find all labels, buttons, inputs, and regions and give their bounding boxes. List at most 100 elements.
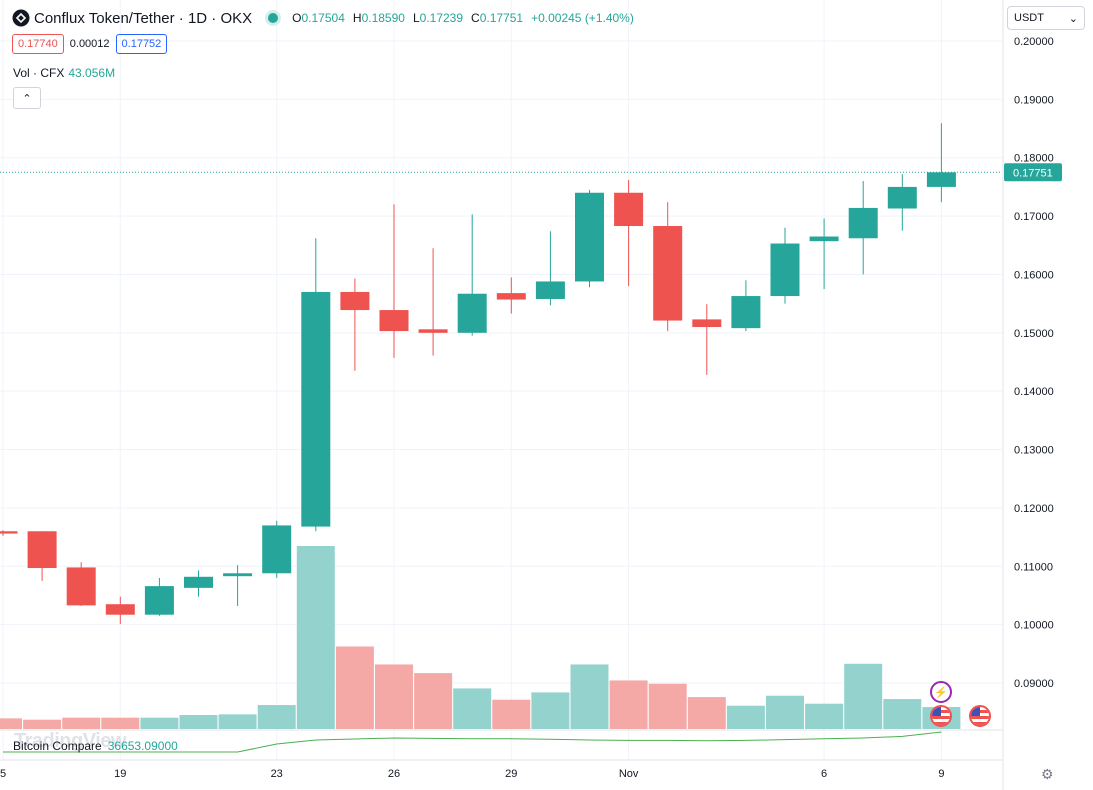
volume-bar bbox=[218, 714, 257, 729]
trade-row: 0.17740 0.00012 0.17752 bbox=[12, 34, 168, 54]
chart-header: Conflux Token/Tether · 1D · OKX O0.17504… bbox=[12, 8, 634, 28]
symbol-title[interactable]: Conflux Token/Tether · 1D · OKX bbox=[34, 9, 253, 27]
volume-bar bbox=[179, 715, 218, 729]
us-flag-event-icon[interactable] bbox=[930, 705, 952, 727]
x-tick-label: 26 bbox=[388, 768, 400, 780]
y-tick-label: 0.18000 bbox=[1014, 153, 1054, 165]
x-tick-label: 6 bbox=[821, 768, 827, 780]
currency-selected: USDT bbox=[1014, 12, 1044, 24]
volume-bar bbox=[101, 717, 140, 729]
close-value: 0.17751 bbox=[479, 11, 524, 25]
low-value: 0.17239 bbox=[419, 11, 464, 25]
volume-bar bbox=[726, 705, 765, 729]
volume-bar bbox=[296, 546, 335, 729]
candle-body bbox=[653, 226, 683, 321]
volume-bar bbox=[375, 664, 413, 729]
y-tick-label: 0.13000 bbox=[1014, 445, 1054, 457]
y-tick-label: 0.09000 bbox=[1014, 678, 1054, 690]
candle-body bbox=[379, 310, 409, 332]
volume-bar bbox=[414, 673, 453, 729]
collapse-legend-button[interactable]: ⌃ bbox=[13, 87, 41, 109]
volume-bar bbox=[492, 699, 531, 729]
volume-value: 43.056M bbox=[68, 66, 116, 80]
candle-body bbox=[496, 293, 526, 300]
y-tick-label: 0.12000 bbox=[1014, 503, 1054, 515]
candle-body bbox=[0, 531, 18, 534]
y-tick-label: 0.14000 bbox=[1014, 386, 1054, 398]
currency-select[interactable]: USDT ⌄ bbox=[1007, 6, 1085, 30]
y-tick-label: 0.15000 bbox=[1014, 328, 1054, 340]
volume-bar bbox=[23, 719, 62, 729]
settings-gear-icon[interactable]: ⚙ bbox=[1041, 766, 1054, 782]
spread-value: 0.00012 bbox=[69, 38, 110, 50]
lightning-event-icon[interactable]: ⚡ bbox=[930, 681, 952, 703]
x-tick-label: Nov bbox=[619, 768, 639, 780]
candle-body bbox=[457, 293, 487, 333]
compare-label: Bitcoin Compare bbox=[13, 739, 102, 753]
volume-bar bbox=[687, 697, 726, 729]
y-tick-label: 0.19000 bbox=[1014, 94, 1054, 106]
last-price-tag bbox=[1004, 163, 1062, 182]
volume-bar bbox=[844, 663, 883, 729]
chevron-up-icon: ⌃ bbox=[22, 92, 32, 105]
volume-bar bbox=[140, 717, 179, 729]
volume-bar bbox=[0, 718, 22, 729]
candle-body bbox=[731, 296, 761, 329]
high-value: 0.18590 bbox=[361, 11, 405, 25]
candle-body bbox=[301, 291, 331, 527]
ohlc-legend: O0.17504 H0.18590 L0.17239 C0.17751 +0.0… bbox=[292, 11, 634, 25]
low-label: L bbox=[412, 11, 420, 25]
sell-price-button[interactable]: 0.17740 bbox=[12, 34, 64, 54]
x-tick-label: 5 bbox=[0, 768, 6, 780]
candle-body bbox=[418, 329, 448, 333]
buy-price-button[interactable]: 0.17752 bbox=[115, 34, 168, 54]
candle-body bbox=[848, 207, 878, 239]
market-status-icon[interactable] bbox=[268, 13, 279, 23]
compare-legend: Bitcoin Compare 36653.09000 bbox=[13, 739, 178, 753]
open-value: 0.17504 bbox=[301, 11, 345, 25]
candle-body bbox=[340, 291, 370, 311]
volume-legend: Vol · CFX 43.056M bbox=[13, 66, 115, 80]
y-tick-label: 0.10000 bbox=[1014, 620, 1054, 632]
volume-bar bbox=[766, 695, 804, 729]
chevron-down-icon: ⌄ bbox=[1068, 12, 1078, 25]
volume-label: Vol · CFX bbox=[13, 66, 65, 80]
volume-bar bbox=[883, 699, 922, 729]
high-label: H bbox=[352, 11, 362, 25]
x-tick-label: 9 bbox=[938, 768, 944, 780]
candle-body bbox=[184, 576, 213, 588]
volume-bar bbox=[648, 683, 687, 729]
volume-bar bbox=[531, 692, 570, 729]
candle-body bbox=[887, 186, 917, 209]
x-tick-label: 23 bbox=[271, 768, 283, 780]
volume-bar bbox=[570, 664, 609, 729]
bitcoin-compare-line bbox=[3, 731, 942, 753]
open-label: O bbox=[292, 11, 302, 25]
conflux-logo-icon bbox=[12, 9, 30, 27]
volume-bar bbox=[257, 705, 296, 729]
close-label: C bbox=[471, 11, 480, 25]
volume-bar bbox=[335, 646, 374, 729]
x-tick-label: 29 bbox=[505, 768, 517, 780]
candle-body bbox=[692, 319, 722, 327]
candle-body bbox=[926, 172, 956, 187]
us-flag-event-icon[interactable] bbox=[969, 705, 991, 727]
y-tick-label: 0.20000 bbox=[1014, 36, 1054, 48]
candle-body bbox=[262, 525, 292, 574]
volume-bar bbox=[62, 717, 101, 729]
candle-body bbox=[105, 604, 135, 615]
volume-bar bbox=[805, 703, 844, 729]
candle-body bbox=[770, 243, 800, 297]
volume-bar bbox=[609, 680, 648, 729]
tradingview-logo: TradingView bbox=[14, 730, 126, 752]
y-tick-label: 0.16000 bbox=[1014, 269, 1054, 281]
candle-body bbox=[66, 567, 96, 606]
candle-body bbox=[535, 281, 565, 299]
compare-value: 36653.09000 bbox=[107, 739, 178, 753]
candle-body bbox=[27, 531, 57, 569]
candle-body bbox=[144, 586, 174, 615]
y-tick-label: 0.17000 bbox=[1014, 211, 1054, 223]
x-tick-label: 19 bbox=[114, 768, 126, 780]
change-value: +0.00245 (+1.40%) bbox=[531, 11, 634, 25]
